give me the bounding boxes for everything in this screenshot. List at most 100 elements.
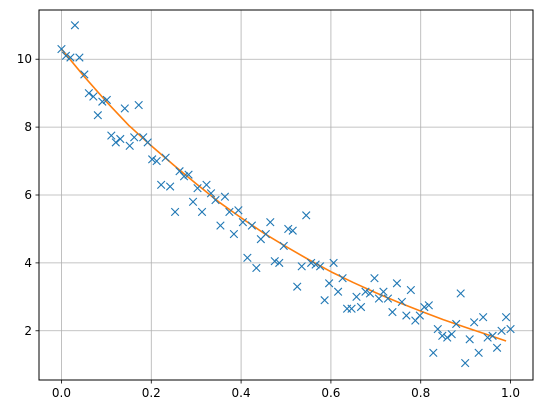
data-point-stroke (156, 180, 166, 190)
data-point (130, 133, 139, 142)
data-point (383, 294, 393, 303)
data-point-stroke (89, 92, 98, 101)
data-point-stroke (352, 292, 361, 302)
data-point-stroke (134, 100, 143, 110)
data-point-stroke (184, 170, 193, 179)
x-tick-label: 0.6 (321, 386, 340, 400)
data-point-stroke (211, 195, 220, 205)
data-point-stroke (107, 131, 116, 140)
data-point (111, 138, 120, 147)
data-point-stroke (320, 296, 329, 305)
data-point-stroke (293, 282, 302, 291)
data-point (315, 262, 325, 271)
data-point-stroke (447, 329, 456, 339)
data-point (93, 111, 103, 120)
data-point (392, 279, 402, 288)
data-point (229, 229, 239, 239)
data-point (84, 88, 94, 98)
data-point-stroke (383, 294, 393, 303)
data-point-stroke (492, 343, 502, 352)
data-point-stroke (98, 97, 107, 106)
data-point-stroke (93, 111, 103, 120)
data-point-stroke (130, 133, 139, 142)
data-point-stroke (333, 287, 343, 296)
data-point (374, 294, 384, 303)
data-point (497, 326, 506, 335)
data-point-stroke (139, 133, 148, 142)
data-point (70, 21, 80, 30)
scatter-points-layer (57, 21, 515, 368)
data-point (161, 153, 170, 162)
y-tick-label: 6 (24, 188, 32, 202)
data-point-stroke (197, 207, 207, 217)
data-point-stroke (252, 263, 261, 273)
data-point (429, 348, 438, 358)
data-point-stroke (75, 53, 84, 62)
data-point (379, 287, 388, 296)
data-point (80, 70, 89, 79)
data-point-stroke (497, 326, 506, 335)
data-point-stroke (125, 141, 134, 150)
data-point (284, 224, 293, 234)
data-point-stroke (152, 156, 161, 166)
data-point-stroke (238, 217, 248, 227)
data-point (165, 182, 175, 191)
data-point (193, 184, 202, 193)
data-point (443, 333, 452, 342)
data-point-stroke (297, 262, 306, 271)
data-point-stroke (102, 95, 112, 105)
data-point-stroke (120, 104, 129, 113)
data-point (57, 44, 66, 54)
data-point-stroke (397, 297, 407, 307)
fit-line-layer (60, 48, 507, 342)
data-point (297, 262, 306, 271)
data-point-stroke (225, 207, 234, 217)
data-point (89, 92, 98, 101)
data-point-stroke (216, 221, 225, 230)
data-point (370, 273, 379, 283)
axis-ticks: 0.0 0.2 0.4 0.6 0.8 1.0 2 4 6 8 10 (17, 52, 520, 400)
data-point-stroke (193, 184, 202, 193)
x-tick-label: 1.0 (501, 386, 520, 400)
data-point-stroke (147, 155, 157, 164)
data-point (356, 302, 366, 312)
data-point-stroke (402, 311, 411, 320)
data-point-stroke (460, 358, 470, 368)
data-point (184, 170, 193, 179)
data-point-stroke (116, 134, 125, 144)
data-point (311, 260, 320, 269)
data-point-stroke (275, 258, 284, 268)
data-point (107, 131, 116, 140)
data-point-stroke (302, 211, 311, 220)
data-point (188, 197, 198, 206)
data-point (302, 211, 311, 220)
data-point (342, 304, 352, 313)
grid-lines (39, 10, 533, 380)
data-point-stroke (347, 304, 356, 313)
data-point-stroke (243, 253, 252, 262)
data-point-stroke (474, 348, 483, 358)
data-point (329, 258, 338, 268)
data-point (156, 180, 166, 190)
data-point (120, 104, 129, 113)
data-point (320, 296, 329, 305)
data-point (424, 301, 433, 310)
data-point (247, 221, 257, 230)
data-point-stroke (433, 324, 442, 334)
data-point-stroke (392, 279, 402, 288)
data-point-stroke (424, 301, 433, 310)
data-point (293, 282, 302, 291)
data-point-stroke (338, 273, 347, 283)
data-point (492, 343, 502, 352)
data-point-stroke (70, 21, 80, 30)
data-point-stroke (61, 51, 71, 61)
data-point-stroke (483, 333, 492, 342)
x-tick-label: 0.0 (52, 386, 71, 400)
data-point (234, 206, 243, 215)
data-point (98, 97, 107, 106)
data-point (288, 226, 297, 235)
data-point (361, 287, 370, 296)
y-tick-label: 8 (24, 120, 32, 134)
data-point (275, 258, 284, 268)
x-tick-label: 0.2 (142, 386, 161, 400)
